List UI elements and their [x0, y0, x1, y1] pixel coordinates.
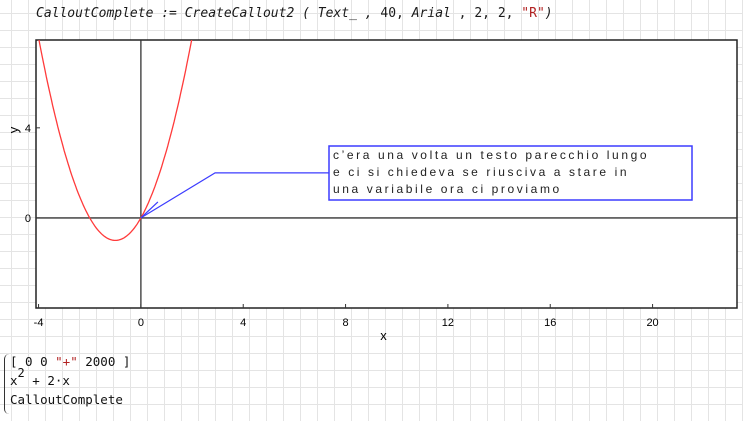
x-tick-label: 8 [343, 317, 349, 329]
callout-box [328, 145, 693, 201]
x-tick-label: 16 [544, 317, 556, 329]
arg-size: 40, [372, 6, 404, 21]
program-row-3: CalloutComplete [10, 392, 123, 407]
callout-leader [140, 172, 329, 219]
program-row-2: x2 + 2·x [10, 366, 70, 388]
program-brace [4, 354, 9, 414]
y-tick-label: 4 [25, 123, 31, 135]
xy-plot[interactable]: -4 0 4 8 12 16 20 0 4 x y [0, 0, 743, 350]
y-axis-label: y [6, 126, 21, 133]
arg-nums: , 2, 2, [450, 6, 514, 21]
arg-font: Arial [403, 6, 451, 21]
callout-arrow-icon [140, 201, 159, 219]
x-axis-label: x [380, 328, 387, 343]
assign-operator: := [153, 6, 185, 21]
callout-line: una variabile ora ci proviamo [333, 182, 562, 196]
program-row-1: [ 0 0 "+" 2000 ] [10, 354, 131, 369]
arg-text: ( Text_ , [294, 6, 373, 21]
callout-text: c’era una volta un testo parecchio lungo… [333, 147, 649, 198]
function-name: CreateCallout2 [184, 6, 295, 21]
x-tick-label: 0 [138, 317, 144, 329]
arg-string: "R" [513, 6, 545, 21]
program-block[interactable]: [ 0 0 "+" 2000 ] x2 + 2·x CalloutComplet… [4, 352, 131, 414]
x-tick-label: 4 [240, 317, 246, 329]
x-tick-label: 12 [442, 317, 454, 329]
variable-name: CalloutComplete [36, 6, 154, 21]
curve-x2-plus-2x [38, 40, 193, 242]
x-tick-label: -4 [34, 317, 44, 329]
y-tick-label: 0 [25, 213, 31, 225]
callout-definition[interactable]: CalloutComplete := CreateCallout2 ( Text… [36, 6, 553, 21]
callout-line: e ci si chiedeva se riusciva a stare in [333, 165, 630, 179]
x-tick-label: 20 [646, 317, 658, 329]
callout-line: c’era una volta un testo parecchio lungo [333, 148, 650, 162]
close-paren: ) [544, 6, 553, 21]
